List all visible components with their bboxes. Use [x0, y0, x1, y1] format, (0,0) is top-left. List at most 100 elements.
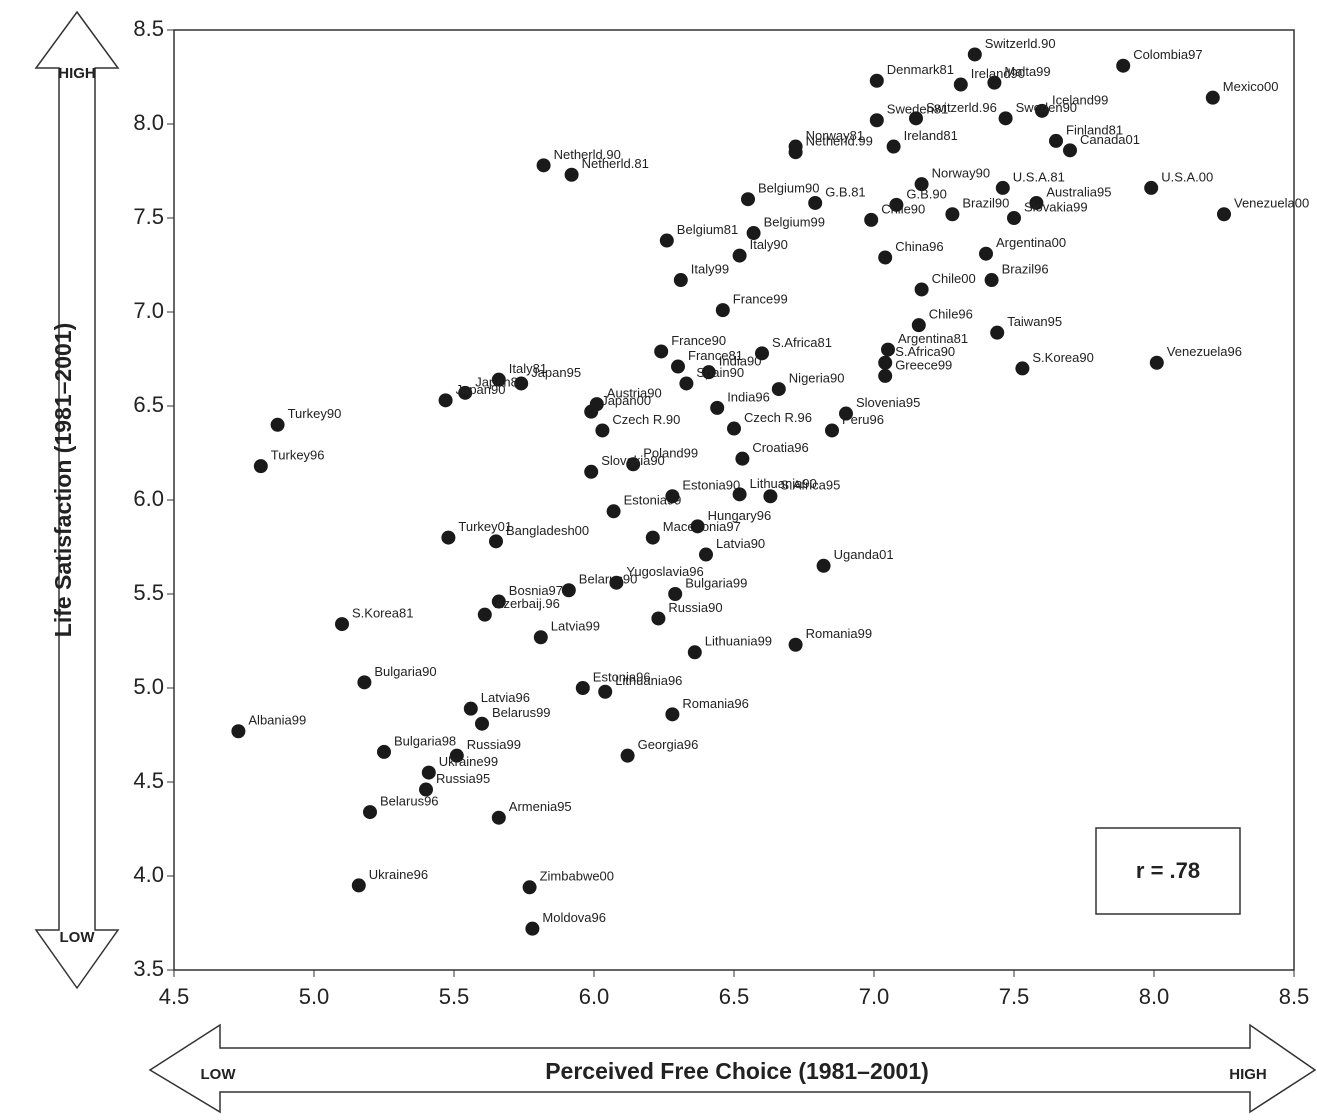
point-label: Venezuela96: [1167, 344, 1242, 359]
point-label: Netherld.81: [582, 156, 649, 171]
point-label: Switzerld.96: [926, 100, 997, 115]
point: [987, 75, 1002, 90]
point-label: Spain90: [696, 365, 744, 380]
point-label: Turkey01: [458, 519, 512, 534]
point: [1035, 103, 1049, 118]
point-label: Australia95: [1046, 184, 1111, 199]
point-label: Italy90: [750, 237, 788, 252]
point-label: France99: [733, 292, 788, 307]
point-label: Chile00: [932, 271, 976, 286]
point-label: Hungary96: [708, 508, 772, 523]
point: [990, 325, 1005, 340]
point-label: Estonia96: [593, 669, 651, 684]
point-label: Slovenia95: [856, 395, 920, 410]
y-tick-label: 7.5: [133, 204, 164, 229]
point-label: Belarus96: [380, 794, 439, 809]
point: [1029, 195, 1044, 210]
point: [911, 318, 926, 333]
point: [595, 423, 610, 438]
point-label: Turkey90: [288, 406, 342, 421]
y-tick-label: 8.0: [133, 110, 164, 135]
point: [491, 594, 506, 609]
y-high: HIGH: [58, 65, 96, 82]
point-label: Turkey96: [271, 448, 325, 463]
point: [687, 645, 702, 660]
point-label: Romania99: [806, 626, 873, 641]
point: [679, 376, 694, 391]
point-label: Slovakia99: [1024, 199, 1088, 214]
x-tick-label: 7.5: [999, 984, 1030, 1009]
point: [620, 748, 635, 763]
point: [584, 404, 599, 419]
point-label: Nigeria90: [789, 371, 845, 386]
point: [645, 530, 660, 545]
point: [491, 372, 506, 387]
point-label: Japan81: [475, 374, 525, 389]
point-label: Iceland99: [1052, 92, 1108, 107]
point-label: India96: [727, 389, 770, 404]
point: [735, 451, 750, 466]
y-tick-label: 4.5: [133, 768, 164, 793]
y-tick-label: 7.0: [133, 298, 164, 323]
point-label: Georgia96: [638, 737, 699, 752]
point: [253, 459, 268, 474]
point: [878, 250, 893, 265]
point: [1063, 143, 1077, 158]
point-label: Chile96: [929, 307, 973, 322]
point: [673, 273, 688, 288]
point: [335, 617, 349, 632]
point-label: Zimbabwe00: [540, 869, 614, 884]
point-label: Belgium81: [677, 222, 738, 237]
point: [914, 282, 929, 297]
point: [788, 145, 803, 160]
point: [788, 637, 803, 652]
point: [732, 248, 747, 263]
point-label: S.Korea90: [1032, 350, 1093, 365]
point-label: S.Africa81: [772, 335, 832, 350]
point-label: Bosnia97: [509, 583, 563, 598]
point-label: Uganda01: [834, 547, 894, 562]
point-label: Brazil96: [1002, 261, 1049, 276]
point-label: Armenia95: [509, 799, 572, 814]
point-label: Austria90: [607, 386, 662, 401]
point: [491, 810, 506, 825]
point: [771, 382, 786, 397]
point-label: France90: [671, 333, 726, 348]
point-label: Ukraine96: [369, 867, 428, 882]
point-label: Mexico00: [1223, 79, 1279, 94]
point: [878, 368, 893, 383]
point-label: Sweden90: [1016, 100, 1077, 115]
point: [886, 139, 901, 154]
point: [357, 675, 372, 690]
point-label: Japan00: [601, 393, 651, 408]
point: [606, 504, 621, 519]
point-label: France81: [688, 348, 743, 363]
point: [609, 575, 624, 590]
point-label: Colombia97: [1133, 47, 1202, 62]
point-label: Lithuania99: [705, 634, 772, 649]
point-label: Netherld.99: [806, 134, 873, 149]
point-label: G.B.90: [906, 186, 946, 201]
point-label: India90: [719, 354, 762, 369]
y-tick-label: 6.0: [133, 486, 164, 511]
point: [1217, 207, 1231, 222]
point: [377, 744, 391, 759]
point-label: Belgium90: [758, 181, 819, 196]
point-label: Bangladesh00: [506, 523, 589, 538]
point: [575, 681, 590, 695]
point: [864, 212, 879, 227]
point-label: Moldova96: [542, 910, 606, 925]
point: [525, 921, 540, 936]
point: [489, 534, 503, 549]
annotation: r = .78: [1136, 858, 1200, 883]
point-label: Norway81: [806, 128, 865, 143]
point-label: Bulgaria99: [685, 575, 747, 590]
point-label: Ukraine99: [439, 754, 498, 769]
point-label: China96: [895, 239, 943, 254]
point-label: Latvia96: [481, 690, 530, 705]
point: [665, 489, 680, 504]
point: [1116, 58, 1131, 73]
y-tick-label: 4.0: [133, 862, 164, 887]
y-tick-label: 5.5: [133, 580, 164, 605]
